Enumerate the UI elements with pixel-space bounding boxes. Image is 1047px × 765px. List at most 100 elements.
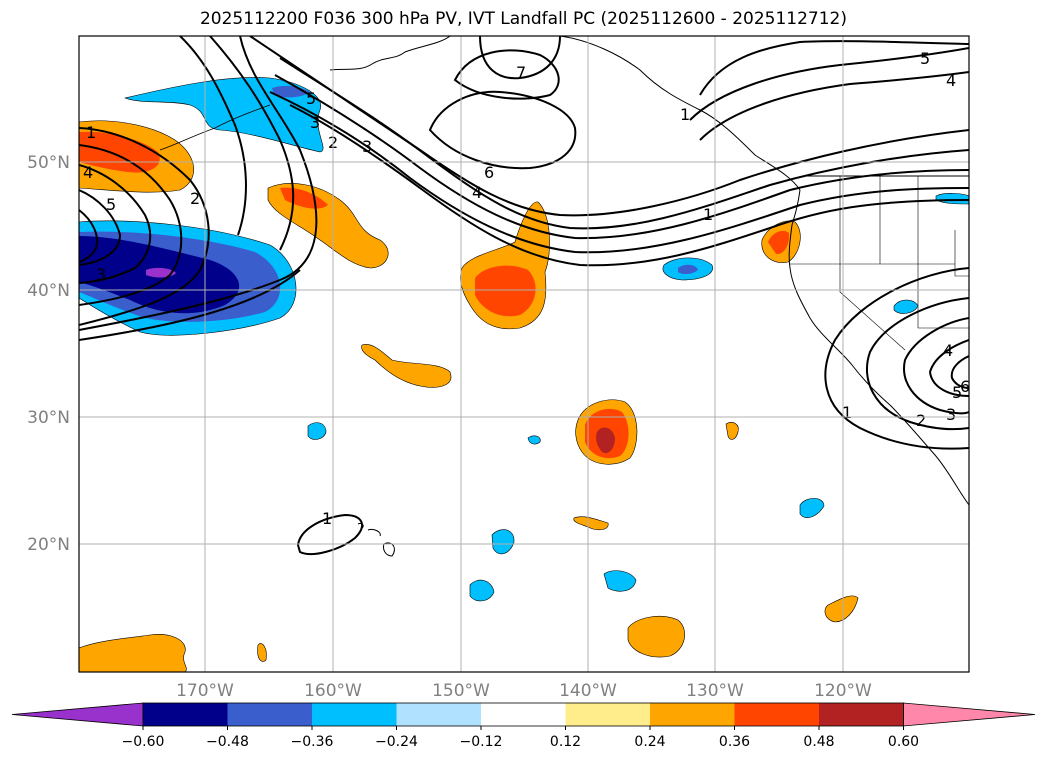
contour-se-1 [824,267,969,450]
colorbar-tick-label: −0.12 [460,734,503,750]
contour-label: 4 [83,163,93,182]
pos-blob-sw [79,634,187,672]
contour-se-2 [865,297,969,431]
colorbar-tick-label: 0.12 [550,734,581,750]
contour-se-4 [928,339,969,397]
contour-arc-3 [209,36,295,251]
contour-label: 3 [362,137,372,156]
lat-label: 20°N [27,535,70,555]
colorbar-segment [227,703,313,726]
contour-label: 4 [472,183,482,202]
lat-label: 30°N [27,408,70,428]
colorbar-tick-label: −0.24 [375,734,418,750]
colorbar-tick-label: −0.60 [122,734,165,750]
contour-nw-4 [79,189,122,266]
pos-blob-small-b [573,516,609,531]
neg-blob-alaska [124,77,324,153]
contour-jet-4 [269,91,969,254]
colorbar-tick-label: 0.60 [888,734,919,750]
pos-blob-small-a [725,422,739,440]
contour-label: 3 [946,405,956,424]
colorbar-segment [481,703,566,726]
colorbar-tick-label: 0.48 [803,734,834,750]
lat-labels: 50°N 40°N 30°N 20°N [27,153,70,555]
neg-blob-i [527,435,541,445]
graticule [79,36,969,672]
colorbar-tick-label: −0.48 [206,734,249,750]
contour-label: 5 [306,89,316,108]
contour-hawaii [296,513,364,556]
lon-label: 130°W [686,681,744,701]
map-panel [79,36,969,672]
neg-blob-h [935,193,969,205]
contour-arc-1 [79,36,318,331]
pos-blob-small-d [257,643,267,662]
contour-se-5 [950,355,969,389]
contour-label: 5 [106,195,116,214]
contour-jet-5 [289,104,969,267]
neg-blob-a-inner [678,264,698,275]
ivt-contours [79,36,969,556]
alaska-coast [329,36,801,191]
colorbar: −0.60 −0.48 −0.36 −0.24 −0.12 0.12 0.24 0.36 0.4… [11,702,1036,750]
contour-high-1 [428,90,577,170]
neg-blob-d [469,579,495,602]
neg-blob-e [603,570,637,592]
lon-label: 160°W [304,681,362,701]
contour-label: 3 [96,265,106,284]
contour-label: 1 [86,123,96,142]
contour-arc-2 [79,269,301,341]
lon-label: 170°W [176,681,234,701]
colorbar-tick-label: 0.36 [719,734,750,750]
contour-ne-1 [689,47,969,121]
contour-label: 5 [920,49,930,68]
contour-ne-3 [699,40,969,96]
contour-label: 7 [516,63,526,82]
neg-blob-c [491,529,515,555]
colorbar-segment [819,703,904,726]
contour-label: 1 [842,403,852,422]
contour-label: 3 [310,113,320,132]
contour-jet-3 [274,74,969,240]
contour-label: 2 [190,189,200,208]
contour-ne-2 [699,71,969,141]
neg-blob-b [307,422,327,440]
map-title: 2025112200 F036 300 hPa PV, IVT Landfall… [199,9,847,29]
lon-label: 120°W [814,681,872,701]
lon-label: 140°W [559,681,617,701]
lon-labels: 170°W 160°W 150°W 140°W 130°W 120°W [176,681,872,701]
contour-label: 6 [484,163,494,182]
pos-streak-1 [361,344,452,388]
colorbar-tick-label: 0.24 [634,734,665,750]
pos-blob-central-inner [475,265,536,317]
contour-jet-2 [279,57,969,230]
colorbar-segment [734,703,820,726]
contour-label: 1 [680,105,690,124]
contour-nw-1 [79,127,210,326]
pv-shading [79,77,969,672]
contour-nw-2 [79,144,183,306]
pos-blob-south [627,616,685,658]
pos-blob-pnw-inner [768,230,790,255]
colorbar-frame [142,702,904,727]
colorbar-segment [143,703,228,726]
pos-blob-small-c [824,595,859,623]
contour-label: 4 [943,341,953,360]
contour-label: 1 [703,205,713,224]
contour-se-3 [903,317,969,415]
contour-label: 4 [946,71,956,90]
colorbar-tick-label: −0.36 [291,734,334,750]
contour-nw-3 [79,164,152,284]
colorbar-segment [565,703,651,726]
contour-high-3 [479,36,561,80]
contour-nw-5 [79,209,98,263]
colorbar-segment [312,703,397,726]
contour-label: 6 [960,377,970,396]
contour-label: 5 [952,383,962,402]
colorbar-extend-low [11,702,144,727]
contour-label: 2 [916,411,926,430]
colorbar-segment [650,703,735,726]
lon-label: 150°W [432,681,490,701]
pos-blob-30n-core [596,427,615,454]
